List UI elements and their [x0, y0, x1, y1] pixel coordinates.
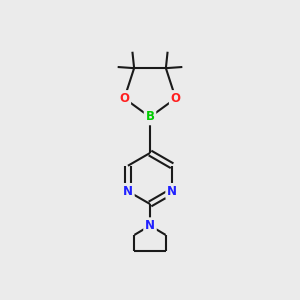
Text: O: O	[119, 92, 129, 105]
Text: N: N	[167, 185, 177, 198]
Text: N: N	[123, 185, 133, 198]
Text: N: N	[145, 219, 155, 232]
Text: B: B	[146, 110, 154, 124]
Text: O: O	[171, 92, 181, 105]
